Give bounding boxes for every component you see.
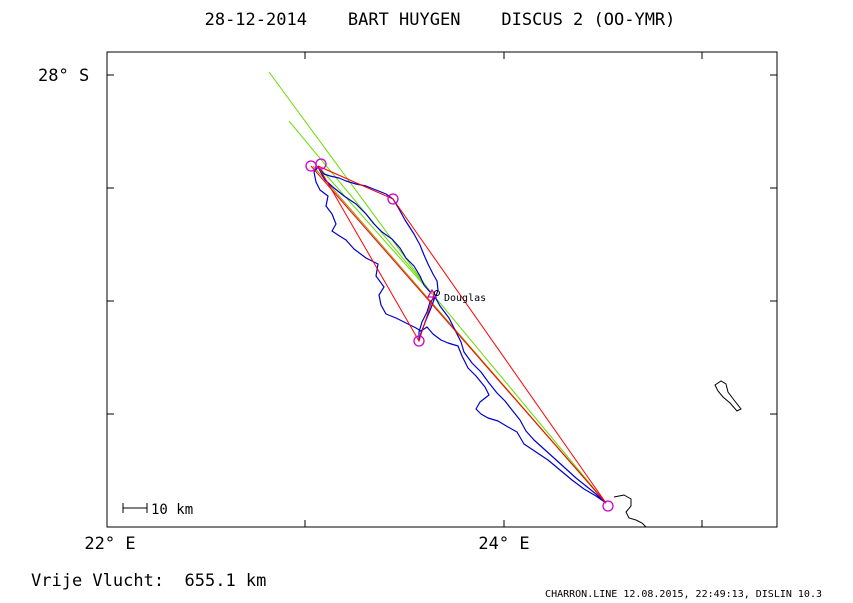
- footer-credit: CHARRON.LINE 12.08.2015, 22:49:13, DISLI…: [545, 589, 822, 600]
- coast-feature-southeast: [613, 494, 647, 528]
- map-frame: [106, 51, 778, 528]
- scale-bar: [122, 503, 148, 513]
- longitude-label-24: 24° E: [478, 534, 529, 554]
- latitude-label: 28° S: [38, 66, 89, 86]
- waypoint-label: Douglas: [444, 293, 486, 304]
- coast-feature-east: [714, 380, 742, 412]
- task-legs: [310, 165, 607, 504]
- scale-bar-label: 10 km: [151, 502, 193, 518]
- longitude-label-22: 22° E: [84, 534, 135, 554]
- axis-ticks: [106, 52, 777, 527]
- flight-track-inner: [317, 166, 431, 293]
- circle-marker-icon: [602, 500, 614, 512]
- circle-marker-icon: [315, 158, 327, 170]
- circle-marker-icon: [387, 193, 399, 205]
- distance-text: Vrije Vlucht: 655.1 km: [31, 571, 266, 591]
- turnpoint-markers: [305, 158, 614, 512]
- triangle-marker-icon: [426, 288, 438, 298]
- map-title: 28-12-2014 BART HUYGEN DISCUS 2 (OO-YMR): [205, 10, 676, 30]
- circle-marker-icon: [413, 335, 425, 347]
- flight-track: [313, 166, 607, 504]
- waypoint-douglas-icon: [434, 290, 440, 296]
